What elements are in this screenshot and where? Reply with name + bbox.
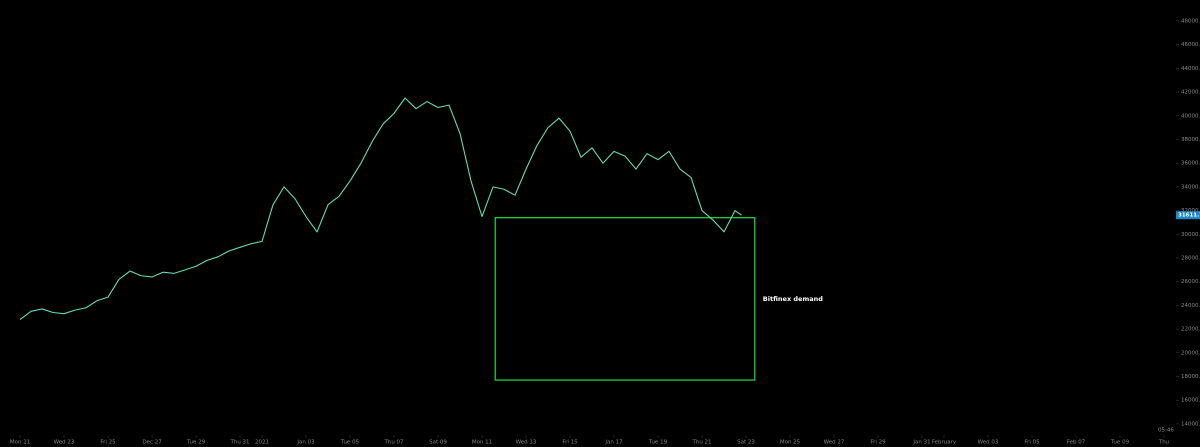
x-tick-label: Fri 15 xyxy=(562,440,578,446)
x-tick-label: Jan 31 xyxy=(912,440,930,446)
x-tick-label: Tue 09 xyxy=(1110,440,1130,446)
x-tick-label: Thu 31 xyxy=(229,440,249,446)
x-tick-label: February xyxy=(932,440,957,446)
y-tick-label: 26000.0 xyxy=(1181,279,1200,285)
y-tick-label: 24000.0 xyxy=(1181,303,1200,309)
x-tick-label: Mon 11 xyxy=(472,440,492,446)
x-tick-label: Fri 25 xyxy=(100,440,116,446)
y-tick-label: 28000.0 xyxy=(1181,255,1200,261)
y-tick-label: 22000.0 xyxy=(1181,327,1200,333)
y-tick-label: 16000.0 xyxy=(1181,398,1200,404)
y-tick-label: 34000.0 xyxy=(1181,184,1200,190)
x-tick-label: Tue 05 xyxy=(340,440,360,446)
y-tick-label: 40000.0 xyxy=(1181,113,1200,119)
x-tick-label: Thu xyxy=(1158,440,1169,446)
x-tick-label: Wed 27 xyxy=(824,440,845,446)
price-tag-label: 31611.76 xyxy=(1178,213,1200,219)
y-tick-label: 30000.0 xyxy=(1181,232,1200,238)
price-tag xyxy=(1176,211,1200,220)
x-tick-label: Mon 25 xyxy=(780,440,801,446)
x-tick-label: Jan 17 xyxy=(604,440,623,446)
x-tick-label: Fri 29 xyxy=(870,440,886,446)
x-tick-label: Fri 05 xyxy=(1024,440,1040,446)
x-tick-label: Tue 19 xyxy=(648,440,668,446)
y-tick-label: 14000.0 xyxy=(1181,421,1200,427)
y-tick-label: 48000.0 xyxy=(1181,18,1200,24)
y-tick-label: 36000.0 xyxy=(1181,161,1200,167)
y-tick-label: 46000.0 xyxy=(1181,42,1200,48)
x-tick-label: Wed 23 xyxy=(54,440,75,446)
x-tick-label: Sat 23 xyxy=(737,440,755,446)
x-tick-label: Mon 21 xyxy=(10,440,30,446)
y-tick-label: 18000.0 xyxy=(1181,374,1200,380)
y-tick-label: 42000.0 xyxy=(1181,90,1200,96)
y-tick-label: 44000.0 xyxy=(1181,66,1200,72)
x-tick-label: Wed 13 xyxy=(516,440,537,446)
clock: 05:46 xyxy=(1158,428,1174,434)
y-tick-label: 20000.0 xyxy=(1181,350,1200,356)
x-tick-label: Sat 09 xyxy=(429,440,447,446)
zone-label: Bitfinex demand xyxy=(763,295,823,303)
demand-zone xyxy=(494,217,756,381)
y-tick-label: 32000.0 xyxy=(1181,208,1200,214)
x-tick-label: Thu 07 xyxy=(383,440,404,446)
x-tick-label: 2021 xyxy=(255,440,269,446)
x-tick-label: Tue 29 xyxy=(186,440,206,446)
x-tick-label: Feb 07 xyxy=(1067,440,1086,446)
x-tick-label: Wed 03 xyxy=(978,440,999,446)
y-tick-label: 38000.0 xyxy=(1181,137,1200,143)
x-tick-label: Dec 27 xyxy=(142,440,162,446)
x-tick-label: Jan 03 xyxy=(296,440,315,446)
price-line xyxy=(19,97,742,321)
x-tick-label: Thu 21 xyxy=(691,440,711,446)
